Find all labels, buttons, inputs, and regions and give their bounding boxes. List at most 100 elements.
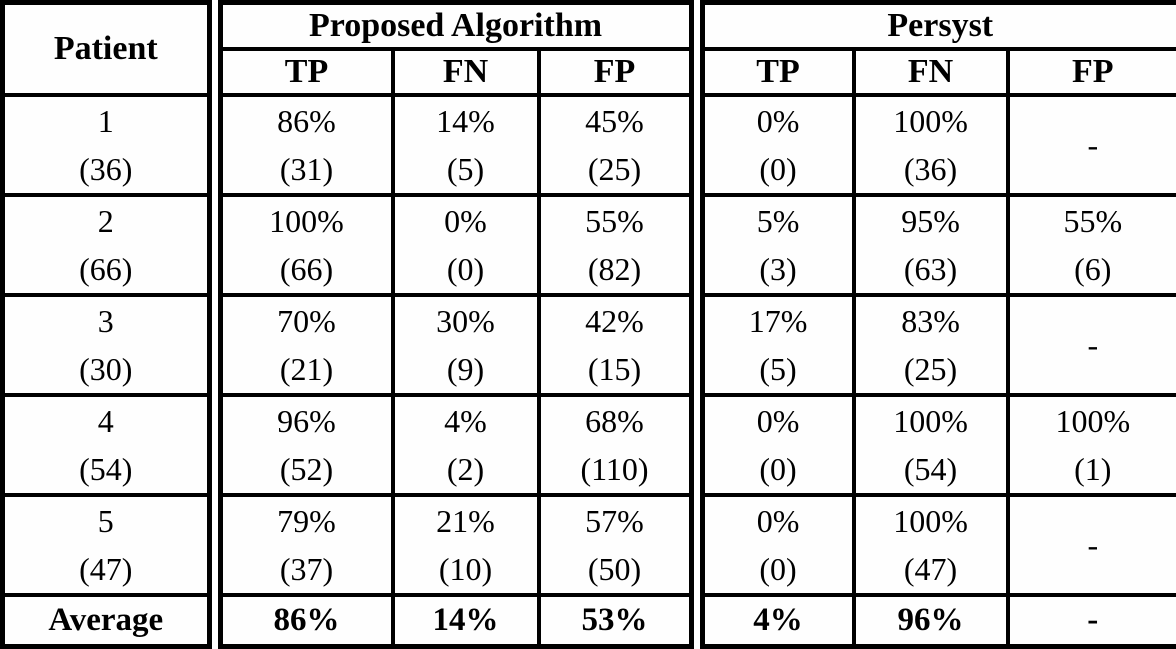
- patient-id: 3: [5, 297, 207, 345]
- value-percent: 0%: [395, 197, 537, 245]
- value-percent: 0%: [705, 497, 852, 545]
- cell-patient: 3 (30): [3, 295, 215, 395]
- value-count: (0): [705, 145, 852, 193]
- value-count: (47): [856, 545, 1006, 593]
- value-percent: 42%: [541, 297, 689, 345]
- value-percent: 83%: [856, 297, 1006, 345]
- table-row-patient-4: 4 (54) 96% (52) 4% (2) 68% (110) 0% (0) …: [3, 395, 1176, 495]
- table-row-patient-2: 2 (66) 100% (66) 0% (0) 55% (82) 5% (3) …: [3, 195, 1176, 295]
- cell-persyst-tp: 0% (0): [697, 495, 854, 595]
- patient-id: 4: [5, 397, 207, 445]
- cell-proposed-fn: 30% (9): [393, 295, 539, 395]
- cell-proposed-fp: 45% (25): [539, 95, 697, 195]
- cell-persyst-tp: 0% (0): [697, 395, 854, 495]
- value-percent: 0%: [705, 397, 852, 445]
- column-header-persyst-fn: FN: [854, 49, 1008, 95]
- average-row: Average 86% 14% 53% 4% 96% -: [3, 595, 1176, 647]
- cell-proposed-fp: 55% (82): [539, 195, 697, 295]
- value-percent: 100%: [856, 397, 1006, 445]
- cell-proposed-fn: 14% (5): [393, 95, 539, 195]
- value-percent: 14%: [395, 97, 537, 145]
- value-count: (2): [395, 445, 537, 493]
- cell-persyst-fn: 100% (36): [854, 95, 1008, 195]
- column-header-proposed-fn: FN: [393, 49, 539, 95]
- value-count: (5): [705, 345, 852, 393]
- cell-persyst-fn: 100% (47): [854, 495, 1008, 595]
- average-proposed-tp: 86%: [215, 595, 393, 647]
- cell-proposed-fp: 68% (110): [539, 395, 697, 495]
- value-count: (54): [856, 445, 1006, 493]
- cell-proposed-fp: 42% (15): [539, 295, 697, 395]
- cell-proposed-tp: 79% (37): [215, 495, 393, 595]
- cell-proposed-fn: 0% (0): [393, 195, 539, 295]
- average-persyst-fp: -: [1008, 595, 1176, 647]
- cell-persyst-fp: -: [1008, 295, 1176, 395]
- average-persyst-tp: 4%: [697, 595, 854, 647]
- value-count: (5): [395, 145, 537, 193]
- table-row-patient-3: 3 (30) 70% (21) 30% (9) 42% (15) 17% (5)…: [3, 295, 1176, 395]
- value-percent: 70%: [223, 297, 391, 345]
- value-percent: 45%: [541, 97, 689, 145]
- value-percent: 21%: [395, 497, 537, 545]
- value-count: (1): [1010, 445, 1176, 493]
- value-percent: 100%: [856, 97, 1006, 145]
- table-row-patient-1: 1 (36) 86% (31) 14% (5) 45% (25) 0% (0) …: [3, 95, 1176, 195]
- cell-persyst-tp: 17% (5): [697, 295, 854, 395]
- cell-persyst-fn: 100% (54): [854, 395, 1008, 495]
- column-header-persyst-tp: TP: [697, 49, 854, 95]
- value-count: (110): [541, 445, 689, 493]
- value-dash: -: [1010, 121, 1176, 169]
- value-percent: 17%: [705, 297, 852, 345]
- table-row-patient-5: 5 (47) 79% (37) 21% (10) 57% (50) 0% (0)…: [3, 495, 1176, 595]
- value-count: (0): [705, 445, 852, 493]
- value-percent: 55%: [541, 197, 689, 245]
- cell-persyst-tp: 0% (0): [697, 95, 854, 195]
- average-proposed-fp: 53%: [539, 595, 697, 647]
- group-header-persyst: Persyst: [697, 3, 1176, 49]
- value-percent: 0%: [705, 97, 852, 145]
- group-header-proposed-algorithm: Proposed Algorithm: [215, 3, 697, 49]
- patient-total-count: (30): [5, 345, 207, 393]
- cell-patient: 1 (36): [3, 95, 215, 195]
- cell-proposed-tp: 100% (66): [215, 195, 393, 295]
- cell-proposed-fn: 4% (2): [393, 395, 539, 495]
- cell-proposed-fn: 21% (10): [393, 495, 539, 595]
- value-percent: 55%: [1010, 197, 1176, 245]
- cell-patient: 4 (54): [3, 395, 215, 495]
- value-percent: 96%: [223, 397, 391, 445]
- value-count: (25): [541, 145, 689, 193]
- cell-proposed-tp: 86% (31): [215, 95, 393, 195]
- value-count: (82): [541, 245, 689, 293]
- value-percent: 68%: [541, 397, 689, 445]
- value-percent: 95%: [856, 197, 1006, 245]
- value-percent: 100%: [856, 497, 1006, 545]
- value-percent: 5%: [705, 197, 852, 245]
- patient-total-count: (47): [5, 545, 207, 593]
- patient-column-header: Patient: [3, 3, 215, 95]
- cell-proposed-tp: 96% (52): [215, 395, 393, 495]
- patient-total-count: (36): [5, 145, 207, 193]
- cell-persyst-fp: 100% (1): [1008, 395, 1176, 495]
- average-persyst-fn: 96%: [854, 595, 1008, 647]
- value-count: (52): [223, 445, 391, 493]
- value-count: (9): [395, 345, 537, 393]
- value-percent: 100%: [223, 197, 391, 245]
- cell-persyst-tp: 5% (3): [697, 195, 854, 295]
- value-count: (21): [223, 345, 391, 393]
- value-percent: 30%: [395, 297, 537, 345]
- value-dash: -: [1010, 521, 1176, 569]
- cell-proposed-fp: 57% (50): [539, 495, 697, 595]
- value-percent: 86%: [223, 97, 391, 145]
- cell-proposed-tp: 70% (21): [215, 295, 393, 395]
- patient-id: 1: [5, 97, 207, 145]
- cell-patient: 5 (47): [3, 495, 215, 595]
- cell-persyst-fn: 95% (63): [854, 195, 1008, 295]
- value-count: (37): [223, 545, 391, 593]
- value-percent: 79%: [223, 497, 391, 545]
- cell-persyst-fp: -: [1008, 495, 1176, 595]
- group-header-row: Patient Proposed Algorithm Persyst: [3, 3, 1176, 49]
- patient-id: 5: [5, 497, 207, 545]
- cell-patient: 2 (66): [3, 195, 215, 295]
- value-count: (66): [223, 245, 391, 293]
